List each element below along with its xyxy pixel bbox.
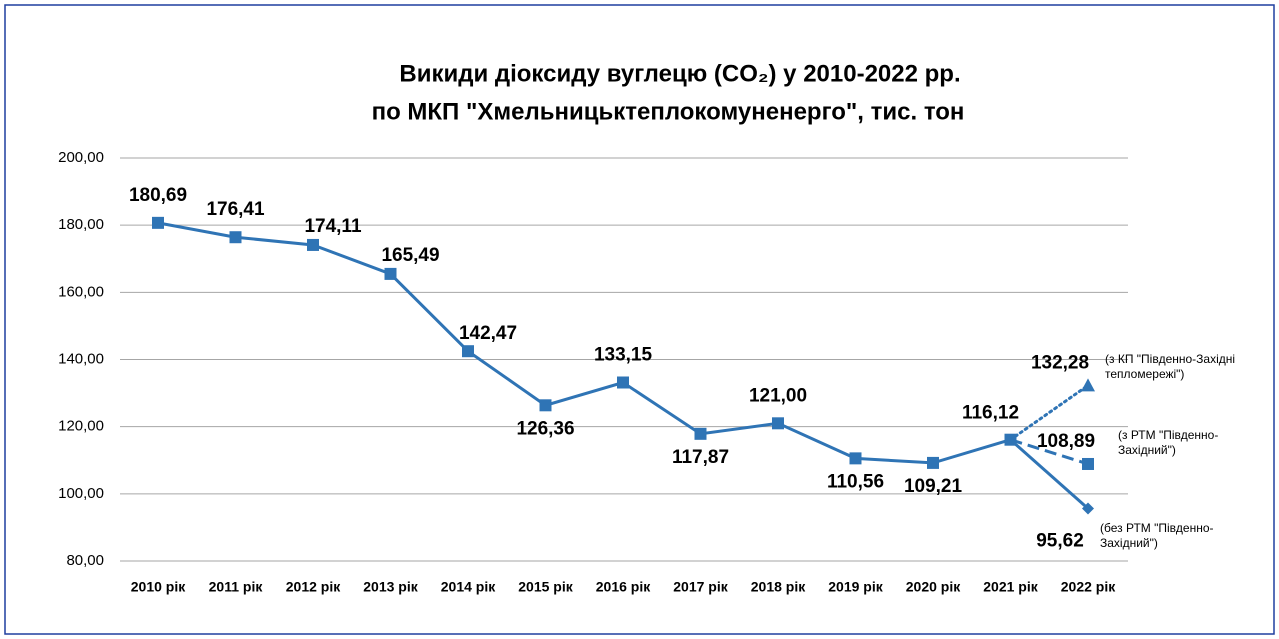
series-line — [1010, 438, 1089, 466]
data-label: 176,41 — [206, 199, 265, 220]
data-label: 121,00 — [749, 385, 807, 406]
series-line — [1009, 438, 1089, 510]
marker — [384, 267, 397, 280]
x-tick-label: 2015 рік — [518, 579, 573, 595]
data-label: 108,89 — [1037, 431, 1095, 452]
data-label: 116,12 — [962, 403, 1019, 424]
data-label: 95,62 — [1036, 531, 1084, 552]
data-label: 117,87 — [672, 447, 729, 468]
chart-title: Викиди діоксиду вуглецю (CO₂) у 2010-202… — [399, 60, 960, 87]
data-label: 180,69 — [129, 185, 187, 206]
x-tick-label: 2011 рік — [209, 579, 264, 595]
x-tick-label: 2014 рік — [441, 579, 496, 595]
y-tick-label: 100,00 — [58, 485, 104, 502]
marker — [1082, 502, 1094, 515]
chart-frame — [4, 4, 1275, 635]
y-tick-label: 200,00 — [58, 149, 104, 166]
marker — [772, 417, 784, 430]
data-label: 174,11 — [304, 216, 361, 237]
data-label: 109,21 — [904, 476, 963, 497]
series-line — [1009, 383, 1090, 442]
x-tick-label: 2012 рік — [286, 579, 341, 595]
series-line — [157, 221, 1011, 465]
marker — [307, 238, 319, 251]
marker — [694, 427, 707, 440]
series-name: (з КП "Південно-Західні тепломережі") — [1105, 352, 1236, 381]
y-tick-label: 160,00 — [58, 283, 104, 300]
data-label: 132,28 — [1031, 352, 1089, 373]
x-tick-label: 2018 рік — [751, 579, 806, 595]
x-tick-label: 2017 рік — [673, 579, 728, 595]
marker — [152, 216, 164, 229]
y-tick-label: 180,00 — [58, 216, 104, 233]
y-tick-label: 140,00 — [58, 350, 104, 367]
y-tick-label: 120,00 — [58, 418, 104, 435]
x-tick-label: 2019 рік — [828, 579, 883, 595]
data-label: 133,15 — [594, 345, 653, 366]
marker — [617, 376, 629, 389]
y-tick-label: 80,00 — [66, 552, 104, 569]
data-label: 142,47 — [459, 323, 517, 344]
marker — [462, 345, 474, 358]
series-name: (з РТМ "Південно-Західний") — [1118, 428, 1219, 457]
marker — [1081, 378, 1095, 392]
series-name: (без РТМ "Південно-Західний") — [1100, 521, 1214, 550]
marker — [539, 399, 552, 412]
marker — [849, 452, 862, 465]
data-label: 110,56 — [827, 471, 884, 492]
data-label: 165,49 — [381, 245, 439, 266]
marker — [1082, 457, 1094, 470]
x-tick-label: 2020 рік — [906, 579, 961, 595]
x-tick-label: 2013 рік — [363, 579, 418, 595]
marker — [229, 231, 242, 244]
x-tick-label: 2016 рік — [596, 579, 651, 595]
x-tick-label: 2021 рік — [983, 579, 1038, 595]
x-tick-label: 2010 рік — [131, 579, 186, 595]
chart-subtitle: по МКП "Хмельницьктеплокомуненерго", тис… — [372, 98, 965, 125]
data-label: 126,36 — [516, 418, 574, 439]
x-tick-label: 2022 рік — [1061, 579, 1116, 595]
marker — [927, 456, 939, 469]
